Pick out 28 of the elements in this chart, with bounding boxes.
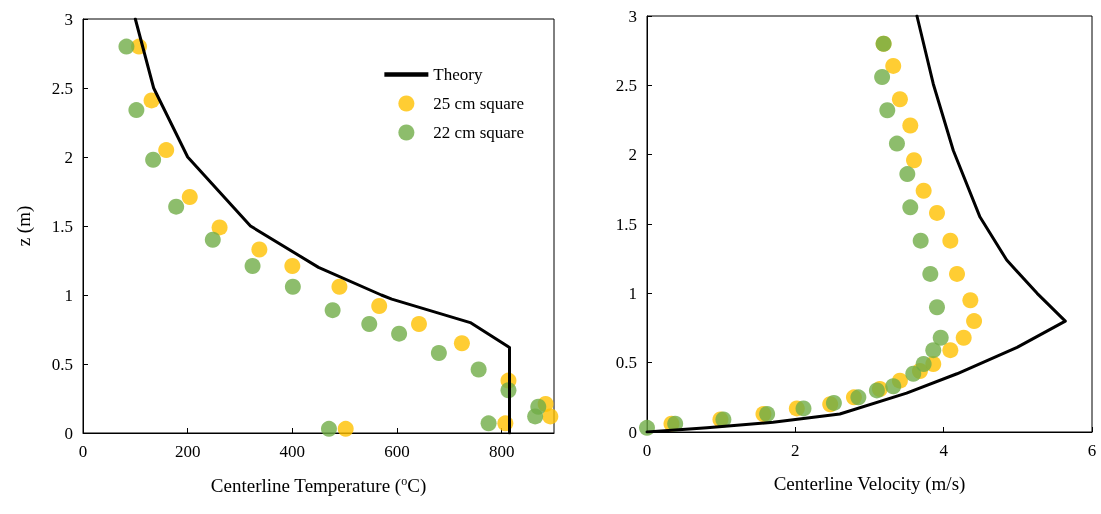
y-axis-title: z (m): [13, 205, 35, 247]
y-tick-label: 2.5: [51, 78, 73, 98]
legend-label: 22 cm square: [433, 123, 524, 142]
legend-label: Theory: [433, 65, 483, 84]
y-tick-label: 0.5: [51, 354, 73, 374]
y-tick-label: 2: [628, 145, 637, 165]
y-tick-label: 0.5: [615, 353, 637, 373]
x-tick-label: 800: [488, 442, 515, 461]
y-tick-label: 2: [64, 147, 73, 167]
y-tick-label: 0: [64, 423, 73, 443]
y-tick-label: 1: [64, 285, 73, 305]
x-tick-label: 6: [1087, 441, 1097, 460]
x-axis-title: Centerline Velocity (m/s): [773, 473, 966, 495]
x-tick-label: 4: [939, 441, 949, 460]
x-tick-label: 600: [384, 442, 410, 461]
y-tick-label: 1.5: [615, 214, 637, 234]
y-tick-label: 1.5: [51, 216, 73, 236]
x-tick-label: 400: [279, 442, 306, 461]
y-tick-label: 3: [628, 6, 637, 26]
x-tick-label: 0: [642, 441, 652, 460]
x-tick-label: 0: [78, 442, 88, 461]
y-tick-label: 1: [628, 283, 637, 303]
y-tick-label: 0: [628, 422, 637, 442]
y-tick-label: 2.5: [615, 75, 637, 95]
x-tick-label: 200: [174, 442, 201, 461]
legend-label: 25 cm square: [433, 94, 524, 113]
x-tick-label: 2: [791, 441, 800, 460]
y-tick-label: 3: [64, 9, 73, 29]
